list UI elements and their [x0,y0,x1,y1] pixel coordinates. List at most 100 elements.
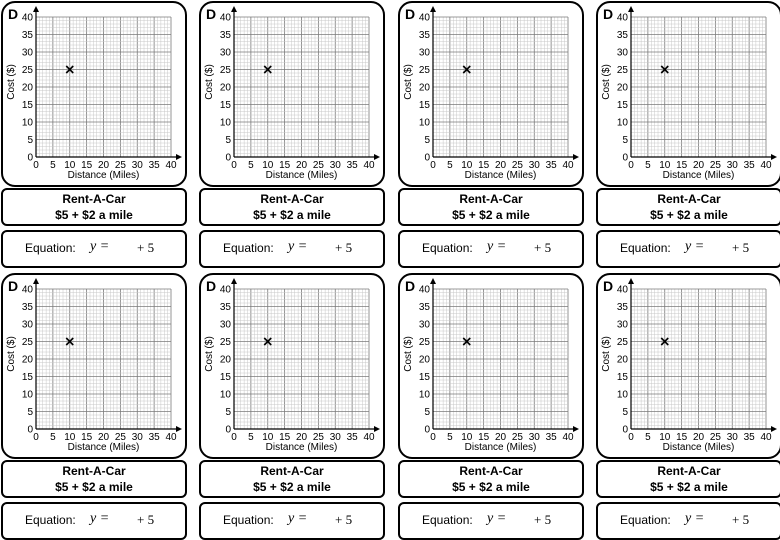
y-tick-label: 35 [617,30,629,41]
y-tick-label: 5 [424,407,430,418]
y-axis-label: Cost ($) [403,336,414,372]
x-tick-label: 15 [478,160,490,171]
y-tick-label: 25 [419,65,431,76]
y-tick-label: 40 [22,285,34,296]
pricing-offer: $5 + $2 a mile [650,208,728,222]
x-tick-label: 35 [149,160,161,171]
y-tick-label: 20 [419,83,431,94]
grid-lines [432,16,569,158]
x-tick-label: 5 [50,432,56,443]
x-tick-label: 40 [165,160,177,171]
x-axis-label: Distance (Miles) [465,170,537,181]
x-axis-arrow [573,154,579,160]
equation-lhs: y = [685,511,705,526]
y-tick-label: 0 [27,153,33,164]
card-letter: D [603,6,614,22]
y-tick-label: 15 [617,372,629,383]
company-name: Rent-A-Car [459,192,523,206]
x-tick-label: 20 [296,160,308,171]
graph-card: 0 5 10 15 20 25 30 35 40 0 5 10 15 20 25 30 35 40 Distance… [398,1,584,187]
y-tick-label: 40 [419,285,431,296]
x-tick-label: 15 [279,432,291,443]
y-tick-label: 0 [225,425,231,436]
x-axis-arrow [374,426,380,432]
equation-label: Equation: [223,513,274,527]
equation-constant: + 5 [732,240,750,255]
x-tick-label: 0 [231,160,237,171]
y-axis-label: Cost ($) [204,336,215,372]
company-card: Rent-A-Car $5 + $2 a mile [199,188,385,226]
y-axis-label: Cost ($) [6,64,17,100]
grid-lines [35,16,172,158]
y-axis-label: Cost ($) [601,336,612,372]
x-tick-label: 35 [546,432,558,443]
y-tick-label: 10 [419,390,431,401]
graph-card: 0 5 10 15 20 25 30 35 40 0 5 10 15 20 25 30 35 40 Distance… [596,273,780,459]
x-tick-label: 35 [546,160,558,171]
data-point-marker [462,65,471,74]
y-tick-label: 0 [225,153,231,164]
y-tick-label: 25 [220,65,232,76]
task-card-group: 0 5 10 15 20 25 30 35 40 0 5 10 15 20 25 30 35 40 Distance… [1,273,187,540]
card-letter: D [206,278,217,294]
card-letter: D [206,6,217,22]
y-tick-label: 10 [22,118,34,129]
y-tick-label: 0 [622,153,628,164]
data-point-marker [263,337,272,346]
cost-distance-chart: 0 5 10 15 20 25 30 35 400510152025303540Distance… [601,6,777,181]
x-tick-label: 35 [347,432,359,443]
y-tick-label: 35 [22,30,34,41]
x-axis-label: Distance (Miles) [663,170,735,181]
y-tick-label: 10 [220,118,232,129]
x-tick-label: 25 [313,432,325,443]
pricing-offer: $5 + $2 a mile [55,208,133,222]
x-tick-label: 30 [132,432,144,443]
x-tick-label: 25 [313,160,325,171]
x-tick-label: 20 [98,432,110,443]
pricing-offer: $5 + $2 a mile [452,480,530,494]
y-tick-label: 40 [22,13,34,24]
y-tick-label: 15 [419,372,431,383]
company-card: Rent-A-Car $5 + $2 a mile [1,460,187,498]
x-tick-label: 35 [149,432,161,443]
y-tick-label: 15 [617,100,629,111]
x-tick-label: 20 [495,160,507,171]
x-tick-label: 10 [64,160,76,171]
x-tick-label: 40 [760,432,772,443]
task-card-group: 0 5 10 15 20 25 30 35 40 0 5 10 15 20 25 30 35 40 Distance… [596,273,780,540]
y-tick-label: 30 [220,320,232,331]
x-tick-label: 25 [115,432,127,443]
cost-distance-chart: 0 5 10 15 20 25 30 35 400510152025303540Distance… [403,6,579,181]
company-card: Rent-A-Car $5 + $2 a mile [398,460,584,498]
x-tick-label: 40 [363,160,375,171]
grid-lines [630,288,767,430]
y-tick-label: 35 [419,302,431,313]
y-axis-label: Cost ($) [204,64,215,100]
x-tick-label: 10 [659,160,671,171]
x-tick-label: 30 [132,160,144,171]
card-letter: D [405,278,416,294]
pricing-offer: $5 + $2 a mile [452,208,530,222]
graph-card: 0 5 10 15 20 25 30 35 40 0 5 10 15 20 25 30 35 40 Distance… [1,273,187,459]
y-tick-label: 5 [424,135,430,146]
x-tick-label: 30 [727,160,739,171]
x-tick-label: 10 [262,432,274,443]
task-card-group: 0 5 10 15 20 25 30 35 40 0 5 10 15 20 25 30 35 40 Distance… [199,273,385,540]
y-tick-label: 0 [424,425,430,436]
y-tick-label: 30 [220,48,232,59]
y-tick-label: 20 [220,83,232,94]
equation-lhs: y = [90,239,110,254]
equation-card: Equation: y = + 5 [199,230,385,268]
x-axis-label: Distance (Miles) [465,442,537,453]
y-tick-label: 35 [22,302,34,313]
equation-label: Equation: [25,513,76,527]
equation-lhs: y = [487,239,507,254]
equation-constant: + 5 [335,240,353,255]
x-tick-label: 10 [461,160,473,171]
x-tick-label: 35 [744,160,756,171]
card-letter: D [8,278,19,294]
x-tick-label: 25 [710,432,722,443]
x-tick-label: 25 [512,432,524,443]
x-tick-label: 30 [529,160,541,171]
y-axis-arrow [628,278,634,284]
